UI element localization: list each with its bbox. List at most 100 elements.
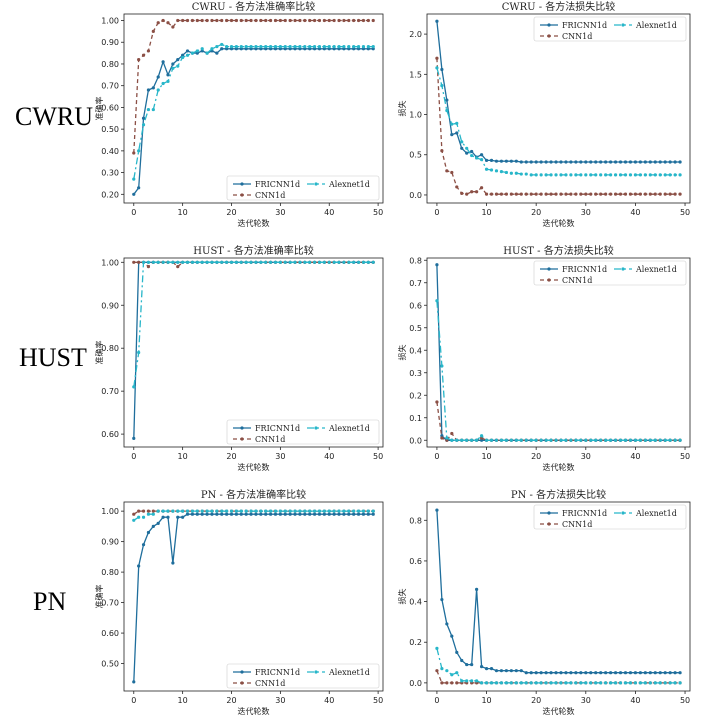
- point-fricnn: [544, 671, 548, 675]
- point-alexnet: [249, 44, 253, 49]
- point-alexnet: [569, 173, 573, 177]
- point-alexnet: [269, 509, 273, 513]
- point-alexnet: [613, 173, 618, 177]
- point-alexnet: [254, 260, 258, 264]
- point-cnn: [460, 191, 464, 195]
- point-cnn: [293, 18, 297, 23]
- point-alexnet: [435, 646, 439, 650]
- point-fricnn: [638, 671, 642, 675]
- point-alexnet: [534, 438, 538, 442]
- point-fricnn: [484, 667, 489, 671]
- point-fricnn: [264, 512, 268, 516]
- point-cnn: [678, 192, 682, 196]
- point-alexnet: [579, 438, 583, 442]
- point-fricnn: [529, 160, 533, 164]
- point-alexnet: [504, 438, 508, 442]
- series-line-cnn: [133, 19, 374, 154]
- point-alexnet: [317, 260, 322, 264]
- point-alexnet: [288, 44, 292, 49]
- point-fricnn: [554, 671, 558, 675]
- point-cnn: [450, 681, 454, 685]
- point-alexnet: [347, 44, 351, 49]
- point-alexnet: [146, 107, 151, 112]
- point-cnn: [146, 264, 151, 269]
- point-alexnet: [293, 260, 297, 264]
- point-cnn: [519, 192, 523, 196]
- point-fricnn: [317, 512, 322, 516]
- legend-label-cnn: CNN1d: [562, 276, 592, 285]
- point-alexnet: [337, 509, 341, 513]
- point-alexnet: [151, 512, 155, 516]
- point-cnn: [514, 192, 518, 196]
- point-cnn: [584, 192, 588, 196]
- point-fricnn: [166, 515, 170, 519]
- point-alexnet: [618, 438, 623, 442]
- point-alexnet: [475, 156, 479, 160]
- x-axis-label: 迭代轮数: [543, 218, 575, 228]
- point-alexnet: [298, 509, 302, 513]
- point-cnn: [499, 192, 504, 196]
- point-fricnn: [539, 671, 543, 675]
- point-alexnet: [479, 157, 484, 162]
- point-fricnn: [663, 160, 667, 164]
- point-fricnn: [470, 662, 474, 667]
- point-fricnn: [678, 671, 682, 675]
- point-alexnet: [283, 44, 287, 49]
- point-alexnet: [494, 438, 499, 442]
- point-alexnet: [529, 438, 533, 442]
- point-alexnet: [195, 260, 199, 264]
- point-fricnn: [156, 521, 160, 525]
- legend: FRICNN1d CNN1d Alexnet1d: [533, 16, 687, 42]
- point-alexnet: [141, 260, 146, 264]
- point-cnn: [435, 56, 439, 60]
- point-alexnet: [141, 515, 146, 519]
- point-alexnet: [450, 673, 454, 677]
- point-cnn: [337, 18, 341, 23]
- y-tick-label: 1.00: [101, 258, 119, 267]
- point-alexnet: [609, 173, 613, 177]
- point-alexnet: [479, 434, 484, 438]
- point-cnn: [475, 190, 479, 194]
- point-alexnet: [322, 44, 326, 49]
- point-alexnet: [210, 47, 214, 51]
- point-alexnet: [638, 438, 642, 442]
- point-alexnet: [185, 53, 190, 57]
- x-tick-label: 20: [531, 696, 541, 705]
- point-fricnn: [564, 671, 568, 675]
- legend: FRICNN1d CNN1d Alexnet1d: [533, 260, 687, 286]
- point-cnn: [371, 18, 375, 23]
- axes-frame: [426, 257, 691, 448]
- point-alexnet: [220, 509, 224, 513]
- point-alexnet: [288, 509, 292, 513]
- point-cnn: [308, 18, 312, 23]
- point-alexnet: [239, 44, 243, 49]
- y-tick-label: 0.7: [409, 279, 422, 288]
- point-fricnn: [460, 146, 464, 150]
- point-alexnet: [327, 509, 331, 513]
- y-tick-label: 0.4: [409, 346, 422, 355]
- point-alexnet: [489, 681, 494, 685]
- point-alexnet: [278, 509, 282, 513]
- point-cnn: [190, 18, 195, 23]
- point-alexnet: [638, 681, 642, 685]
- y-tick-label: 0.80: [101, 568, 119, 577]
- x-tick-label: 40: [630, 696, 640, 705]
- point-fricnn: [594, 160, 598, 164]
- y-tick-label: 0.60: [101, 629, 119, 638]
- point-cnn: [569, 192, 573, 196]
- point-alexnet: [628, 438, 633, 442]
- point-alexnet: [312, 509, 317, 513]
- y-tick-label: 1.5: [409, 70, 422, 79]
- point-alexnet: [569, 681, 573, 685]
- point-alexnet: [322, 509, 326, 513]
- point-alexnet: [673, 173, 677, 177]
- point-alexnet: [599, 173, 603, 177]
- point-fricnn: [509, 669, 513, 673]
- series-line-fricnn: [133, 261, 374, 439]
- point-alexnet: [489, 168, 494, 172]
- point-alexnet: [534, 173, 538, 177]
- point-alexnet: [269, 44, 273, 49]
- point-alexnet: [234, 509, 238, 513]
- point-fricnn: [579, 160, 583, 164]
- y-tick-label: 0.2: [409, 391, 422, 400]
